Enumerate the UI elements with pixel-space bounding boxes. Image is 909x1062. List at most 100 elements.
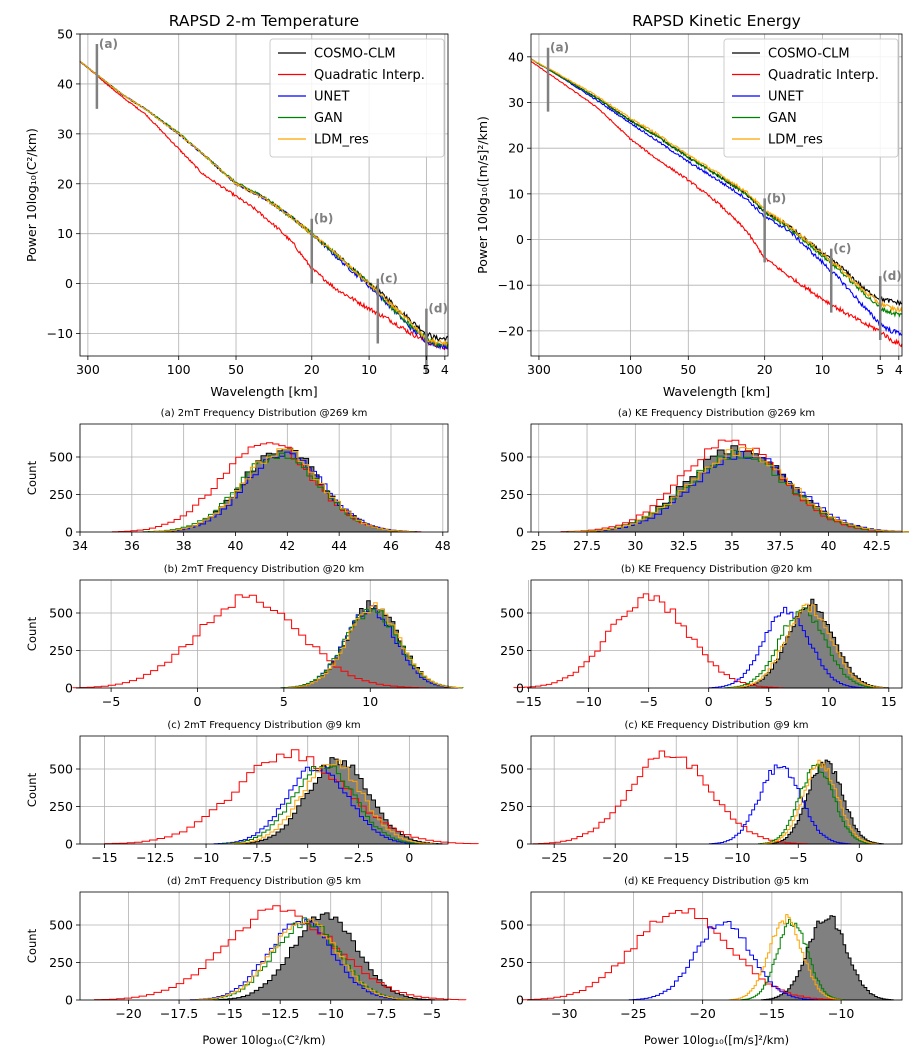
y-tick-label: 250 (49, 487, 73, 502)
histogram-title: (c) 2mT Frequency Distribution @9 km (167, 720, 360, 731)
histogram-quadratic-interp (532, 750, 808, 845)
y-axis-label: Power 10log₁₀(C²/km) (24, 128, 39, 262)
x-tick-label: 4 (441, 362, 449, 377)
x-tick-label: 5 (765, 694, 773, 709)
histogram-unet (213, 766, 423, 845)
x-tick-label: 10 (821, 694, 837, 709)
histogram-quadratic-interp (94, 905, 467, 1001)
x-axis-label: Power 10log₁₀(C²/km) (202, 1033, 325, 1047)
x-axis-label: Power 10log₁₀([m/s]²/km) (644, 1033, 789, 1047)
legend-label-gan: GAN (768, 111, 797, 126)
axes-frame (530, 423, 903, 533)
histogram-panel-5: −25 −20 −15 −10 −5 0 0 250 500 (c) KE Frequency D… (500, 720, 903, 865)
legend: COSMO-CLM Quadratic Interp. UNET GAN LDM_res (269, 38, 445, 158)
histogram-quadratic-interp (513, 593, 784, 689)
x-tick-label: 46 (383, 538, 399, 553)
x-tick-label: 50 (680, 362, 696, 377)
histogram-title: (a) 2mT Frequency Distribution @269 km (161, 408, 368, 419)
legend-label-unet: UNET (314, 90, 349, 105)
axes-frame (530, 891, 903, 1001)
x-tick-label: −10 (828, 1006, 854, 1021)
x-tick-label: −5 (423, 1006, 441, 1021)
y-tick-label: 30 (57, 126, 73, 141)
histogram-panel-6: −20 −17.5 −15 −12.5 −10 −7.5 −5 0 250 500 (d) 2mT … (25, 876, 467, 1047)
y-tick-label: −10 (498, 278, 524, 293)
x-tick-label: 0 (194, 694, 202, 709)
x-tick-label: −20 (115, 1006, 141, 1021)
histogram-cosmo-clm (760, 915, 894, 1001)
x-tick-label: −25 (541, 850, 567, 865)
x-tick-label: 20 (757, 362, 773, 377)
histogram-title: (b) 2mT Frequency Distribution @20 km (164, 564, 365, 575)
histogram-title: (d) KE Frequency Distribution @5 km (624, 876, 809, 887)
x-tick-label: −7.5 (366, 1006, 396, 1021)
histogram-title: (d) 2mT Frequency Distribution @5 km (167, 876, 361, 887)
y-tick-label: 250 (500, 799, 524, 814)
axes-frame (79, 423, 449, 533)
histogram-ldm-res (193, 918, 415, 1001)
x-tick-label: 34 (72, 538, 88, 553)
y-tick-label: 500 (500, 606, 524, 621)
y-tick-label: 10 (57, 226, 73, 241)
marker-label-c: (c) (380, 272, 398, 286)
x-tick-label: −15 (216, 1006, 242, 1021)
x-tick-label: −15 (663, 850, 689, 865)
histogram-panel-0: 34 36 38 40 42 44 46 48 0 250 500 (a) 2mT Frequency… (25, 408, 451, 553)
x-tick-label: 30 (627, 538, 643, 553)
y-tick-label: 0 (516, 837, 524, 852)
y-tick-label: 0 (65, 993, 73, 1008)
x-tick-label: 36 (124, 538, 140, 553)
x-tick-label: 27.5 (573, 538, 601, 553)
y-axis-label: Count (25, 928, 39, 963)
histogram-ldm-res (730, 603, 887, 689)
y-tick-label: 500 (500, 918, 524, 933)
x-tick-label: 300 (527, 362, 551, 377)
marker-label-c: (c) (833, 242, 851, 256)
axes-frame (79, 735, 449, 845)
y-tick-label: 0 (516, 232, 524, 247)
y-tick-label: −10 (47, 326, 73, 341)
x-tick-label: −25 (620, 1006, 646, 1021)
y-tick-label: 30 (508, 95, 524, 110)
y-tick-label: 40 (57, 76, 73, 91)
x-tick-label: 10 (361, 362, 377, 377)
x-tick-label: 50 (228, 362, 244, 377)
histogram-cosmo-clm (732, 598, 889, 689)
x-tick-label: −15 (91, 850, 117, 865)
x-tick-label: 25 (531, 538, 547, 553)
y-tick-label: 500 (500, 762, 524, 777)
x-tick-label: −12.5 (261, 1006, 299, 1021)
legend-label-quadratic-interp: Quadratic Interp. (314, 68, 425, 83)
legend-label-quadratic-interp: Quadratic Interp. (768, 68, 879, 83)
histogram-panel-2: −5 0 5 10 0 250 500 (b) 2mT Frequency Distribut… (25, 564, 464, 709)
marker-label-d: (d) (882, 269, 902, 283)
y-tick-label: 0 (65, 525, 73, 540)
x-axis-label: Wavelength [km] (210, 384, 317, 399)
series-line-quadratic-interp (530, 60, 903, 348)
y-axis-label: Count (25, 460, 39, 495)
histogram-cosmo-clm (214, 912, 436, 1001)
axes-frame (530, 735, 903, 845)
x-tick-label: −15 (759, 1006, 785, 1021)
histogram-unet (708, 764, 851, 845)
y-tick-label: 500 (49, 606, 73, 621)
histogram-panel-7: −30 −25 −20 −15 −10 0 250 500 (d) KE Frequency D… (500, 876, 903, 1047)
histogram-panel-1: 25 27.5 30 32.5 35 37.5 40 42.5 0 250 500 (a) KE Fr… (500, 408, 909, 553)
x-tick-label: 4 (895, 362, 903, 377)
x-tick-label: −7.5 (242, 850, 272, 865)
x-tick-label: 300 (76, 362, 100, 377)
y-tick-label: 50 (57, 27, 73, 42)
x-tick-label: −30 (551, 1006, 577, 1021)
x-tick-label: −10 (575, 694, 601, 709)
marker-label-a: (a) (99, 37, 118, 51)
y-tick-label: 250 (500, 955, 524, 970)
x-tick-label: 5 (280, 694, 288, 709)
x-tick-label: 40 (821, 538, 837, 553)
series-line-gan (530, 58, 903, 318)
histogram-ldm-res (568, 447, 909, 533)
marker-label-b: (b) (314, 212, 334, 226)
histogram-unet (708, 606, 865, 689)
x-tick-label: 100 (167, 362, 191, 377)
x-tick-label: 44 (331, 538, 347, 553)
x-tick-label: 10 (362, 694, 378, 709)
